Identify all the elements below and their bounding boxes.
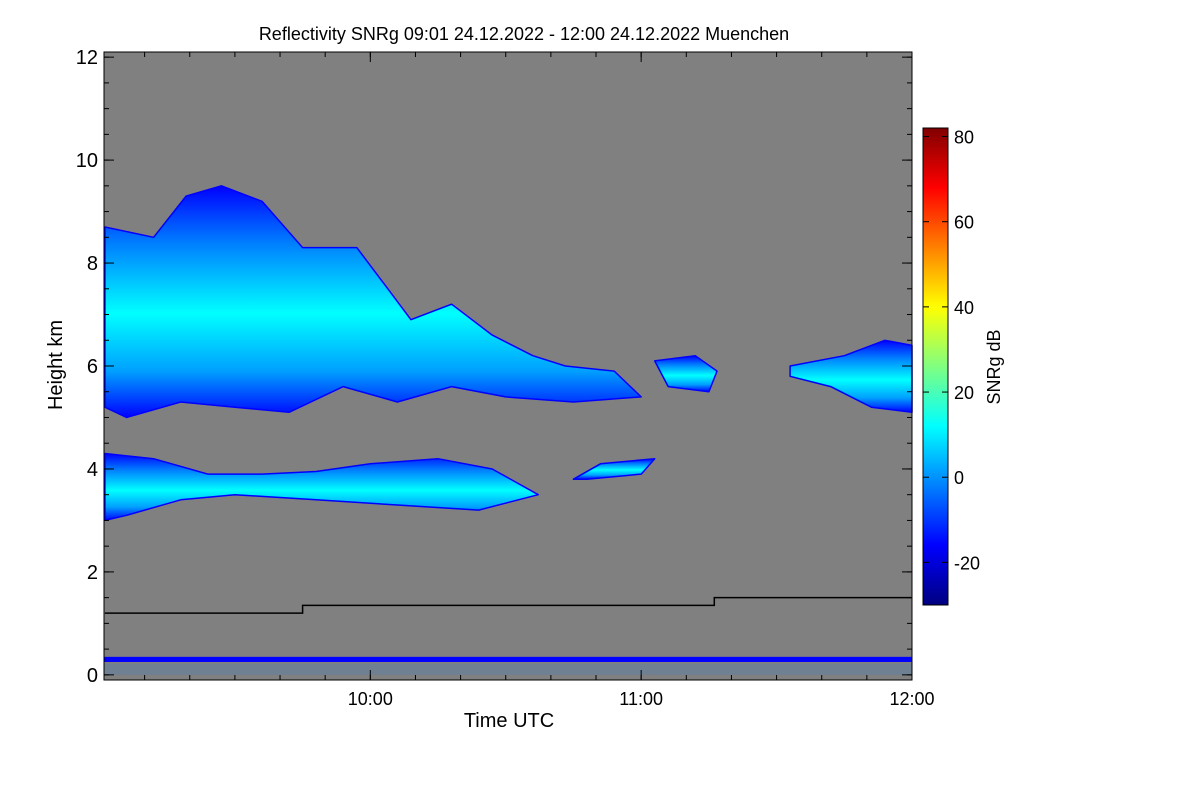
colorbar-tick-label: 60 <box>954 213 974 233</box>
y-tick-label: 0 <box>87 665 98 687</box>
y-axis-label: Height km <box>45 320 67 410</box>
colorbar-tick-label: -20 <box>954 553 980 573</box>
x-axis-label: Time UTC <box>464 710 554 732</box>
cloud-layer-upper <box>104 185 642 419</box>
y-tick-label: 2 <box>87 562 98 584</box>
cloud-layer-lower <box>104 452 539 522</box>
colorbar-label: SNRg dB <box>984 329 1004 404</box>
x-tick-label: 12:00 <box>889 689 934 709</box>
y-tick-label: 6 <box>87 356 98 378</box>
colorbar-tick-label: 80 <box>954 128 974 148</box>
colorbar <box>922 127 949 606</box>
colorbar-tick-label: 0 <box>954 468 964 488</box>
boundary-line <box>104 596 912 614</box>
y-tick-label: 10 <box>76 150 98 172</box>
colorbar-tick-label: 40 <box>954 298 974 318</box>
y-tick-label: 12 <box>76 47 98 69</box>
y-tick-label: 4 <box>87 459 98 481</box>
y-tick-label: 8 <box>87 253 98 275</box>
ground-clutter <box>104 663 912 675</box>
ground-echo-band <box>104 656 912 662</box>
x-tick-label: 10:00 <box>348 689 393 709</box>
x-tick-label: 11:00 <box>619 689 663 709</box>
colorbar-tick-label: 20 <box>954 383 974 403</box>
chart-title: Reflectivity SNRg 09:01 24.12.2022 - 12:… <box>259 24 789 44</box>
cloud-layer-upper-mid-fragment <box>653 354 718 393</box>
cloud-layer-lower-fragment <box>572 457 656 480</box>
